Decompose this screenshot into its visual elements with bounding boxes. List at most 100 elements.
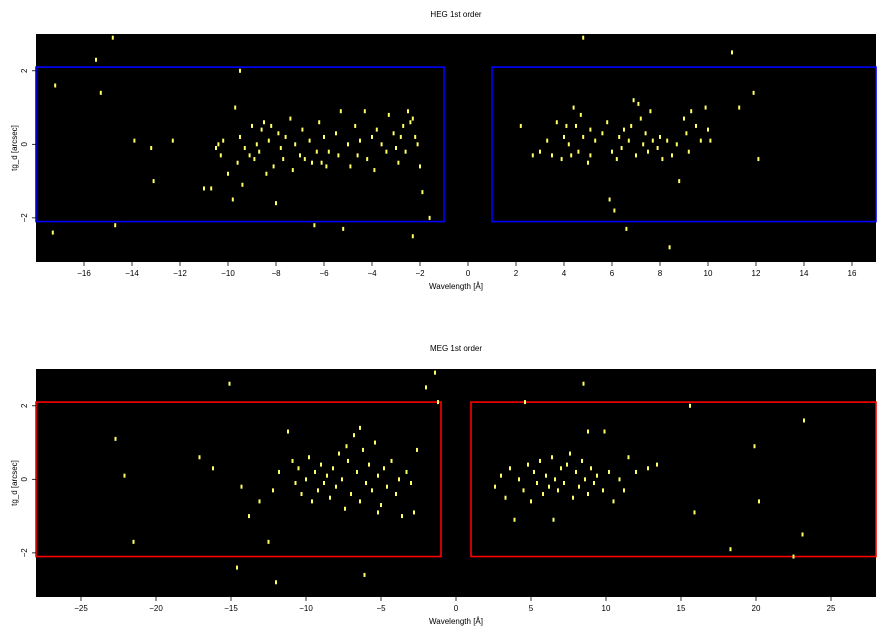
data-point — [344, 506, 346, 511]
x-tick-label: −25 — [74, 604, 88, 613]
data-point — [332, 466, 334, 471]
data-point — [320, 462, 322, 467]
data-point — [234, 105, 237, 110]
data-point — [551, 455, 553, 460]
data-point — [265, 171, 268, 176]
data-point — [300, 492, 303, 497]
data-point — [395, 492, 397, 497]
data-point — [635, 469, 637, 474]
y-tick-label: −2 — [20, 213, 29, 223]
data-point — [572, 105, 575, 110]
x-tick-label: 0 — [466, 269, 471, 278]
data-point — [236, 565, 238, 570]
data-point — [317, 488, 319, 493]
data-point — [368, 462, 370, 467]
data-point — [277, 131, 280, 136]
data-point — [329, 495, 331, 500]
data-point — [625, 226, 628, 231]
data-point — [560, 466, 562, 471]
data-point — [527, 462, 529, 467]
data-point — [413, 510, 415, 515]
data-point — [311, 499, 313, 504]
y-tick-label: 0 — [20, 142, 29, 147]
x-tick-label: 5 — [529, 604, 534, 613]
data-point — [385, 149, 388, 154]
data-point — [623, 488, 625, 493]
data-point — [699, 138, 702, 143]
data-point — [301, 127, 304, 132]
data-point — [615, 157, 618, 162]
data-point — [339, 109, 342, 114]
data-point — [542, 492, 544, 497]
data-point — [275, 580, 277, 585]
data-point — [338, 451, 340, 456]
data-point — [212, 466, 214, 471]
data-point — [608, 197, 611, 202]
data-point — [569, 451, 571, 456]
data-point — [524, 400, 526, 405]
chart-panel-2: MEG 1st order−25 −20 −15 −10 −5 0 5 10 15 20 25−20… — [10, 344, 877, 626]
data-point — [757, 157, 760, 162]
data-point — [272, 488, 274, 493]
data-point — [236, 160, 239, 165]
data-point — [656, 462, 658, 467]
data-point — [267, 539, 270, 544]
data-point — [291, 458, 294, 463]
data-point — [803, 418, 805, 423]
x-tick-label: 15 — [677, 604, 686, 613]
data-point — [608, 469, 610, 474]
data-point — [590, 466, 592, 471]
x-tick-label: −4 — [367, 269, 377, 278]
data-point — [359, 138, 361, 143]
data-point — [287, 429, 289, 434]
data-point — [414, 134, 417, 139]
data-point — [294, 481, 297, 485]
data-point — [587, 429, 589, 434]
data-point — [545, 473, 547, 478]
data-point — [228, 381, 231, 386]
data-point — [171, 138, 174, 143]
x-tick-label: −6 — [319, 269, 329, 278]
data-point — [649, 109, 652, 114]
data-point — [554, 477, 556, 482]
data-point — [707, 127, 709, 132]
data-point — [387, 112, 390, 117]
data-point — [416, 447, 418, 452]
data-point — [371, 134, 373, 139]
data-point — [327, 149, 330, 154]
data-point — [240, 484, 243, 489]
y-axis-label: tg_d [arcsec] — [10, 460, 19, 506]
x-tick-label: 2 — [514, 269, 519, 278]
data-point — [267, 138, 270, 143]
data-point — [363, 572, 366, 577]
x-tick-label: 10 — [704, 269, 713, 278]
data-point — [347, 458, 349, 463]
data-point — [500, 473, 502, 478]
data-point — [738, 105, 741, 110]
data-point — [584, 477, 586, 482]
data-point — [419, 164, 421, 169]
data-point — [359, 425, 361, 430]
data-point — [198, 455, 201, 460]
data-point — [405, 469, 408, 474]
data-point — [577, 149, 580, 154]
data-point — [239, 134, 241, 139]
data-point — [335, 484, 337, 489]
data-point — [567, 142, 570, 147]
data-point — [342, 226, 345, 231]
data-point — [253, 157, 256, 162]
data-point — [373, 168, 376, 173]
data-point — [575, 469, 577, 474]
chart-panel-1: HEG 1st order −16 −14 −12 −10 −8 −6 −4 −2 0 2 4 6 8 10… — [10, 10, 877, 291]
data-point — [215, 146, 217, 150]
data-point — [303, 157, 306, 162]
data-point — [519, 123, 522, 128]
data-point — [270, 123, 273, 128]
data-point — [395, 146, 397, 150]
data-point — [404, 149, 407, 154]
x-tick-label: −8 — [271, 269, 281, 278]
data-point — [133, 138, 136, 143]
data-point — [279, 146, 282, 150]
data-point — [407, 109, 409, 114]
data-point — [150, 146, 153, 150]
